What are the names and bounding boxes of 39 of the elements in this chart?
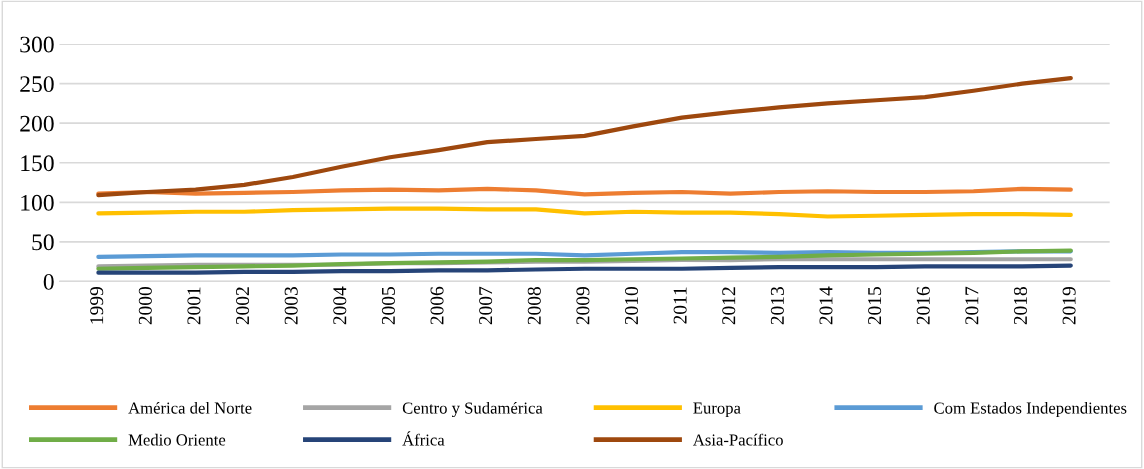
line-series <box>96 248 1073 271</box>
legend-label: Europa <box>693 402 741 418</box>
legend-label: África <box>402 431 445 446</box>
x-tick-label: 2012 <box>722 287 736 325</box>
x-tick-label: 2013 <box>770 287 784 325</box>
legend-label: Asia-Pacífico <box>692 433 783 446</box>
y-tick-label: 200 <box>20 115 54 132</box>
x-tick-label: 2002 <box>235 287 250 325</box>
y-tick-label: 150 <box>21 155 54 172</box>
x-tick-label: 2000 <box>138 287 152 325</box>
y-tick-label: 0 <box>43 273 54 290</box>
x-tick-label: 2019 <box>1062 287 1076 325</box>
x-tick-label: 2018 <box>1013 287 1028 325</box>
x-tick-label: 2017 <box>965 286 979 325</box>
x-tick-label: 2003 <box>284 287 298 325</box>
y-tick-label: 50 <box>32 234 54 251</box>
y-tick-label: 100 <box>21 194 54 211</box>
x-tick-label: 1999 <box>90 287 104 324</box>
x-tick-label: 2004 <box>333 286 347 325</box>
x-tick-label: 2008 <box>527 287 541 325</box>
x-tick-label: 2011 <box>673 287 687 324</box>
x-tick-label: 2007 <box>479 286 493 325</box>
line-series <box>96 263 1073 275</box>
legend-label: Medio Oriente <box>128 433 226 446</box>
legend-label: Com Estados Independientes <box>934 401 1127 418</box>
x-tick-label: 2005 <box>381 287 395 325</box>
x-tick-label: 2014 <box>819 286 833 325</box>
x-tick-label: 2010 <box>624 287 639 325</box>
x-tick-label: 2009 <box>576 287 590 325</box>
line-series <box>96 76 1073 198</box>
legend-label: Centro y Sudamérica <box>402 401 543 418</box>
x-tick-label: 2001 <box>187 287 201 325</box>
legend-label: América del Norte <box>128 401 252 414</box>
y-tick-label: 300 <box>20 36 54 53</box>
y-tick-label: 250 <box>20 76 54 93</box>
x-tick-label: 2015 <box>868 287 882 325</box>
line-series <box>96 206 1073 219</box>
x-tick-label: 2006 <box>430 286 444 325</box>
x-tick-label: 2016 <box>916 286 930 325</box>
